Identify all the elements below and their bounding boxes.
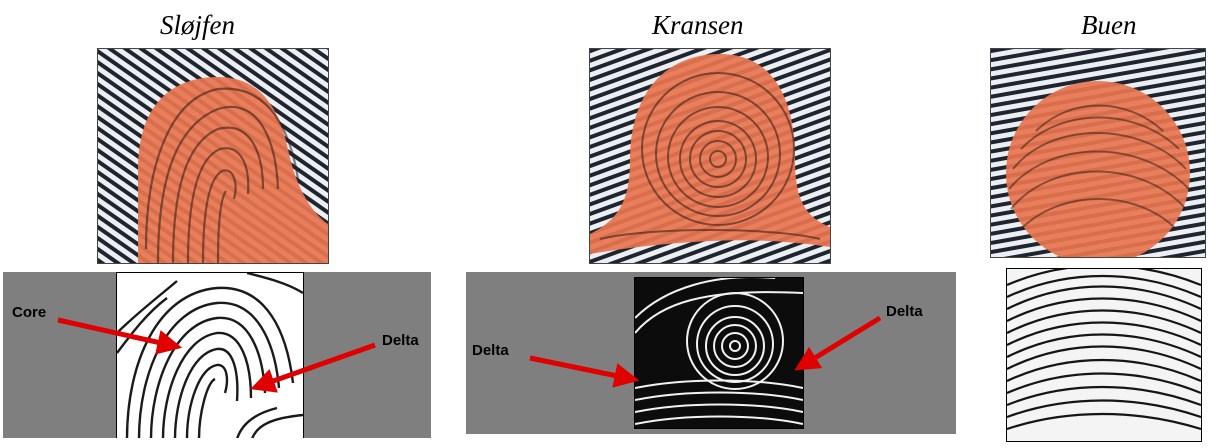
whorl-ridge-print xyxy=(634,277,804,429)
loop-fingerprint-image xyxy=(97,48,329,264)
core-label: Core xyxy=(12,304,47,321)
loop-ridge-panel xyxy=(3,272,431,438)
whorl-delta-left-label: Delta xyxy=(472,342,509,359)
whorl-fingerprint-image xyxy=(589,48,831,264)
whorl-delta-right-label: Delta xyxy=(886,303,923,320)
loop-delta-label: Delta xyxy=(382,332,419,349)
loop-ridge-print xyxy=(116,272,304,438)
title-arch: Buen xyxy=(1081,10,1137,40)
whorl-ridge-panel xyxy=(466,272,956,434)
title-whorl: Kransen xyxy=(652,10,744,40)
arch-fingerprint-image xyxy=(990,48,1206,258)
title-loop: Sløjfen xyxy=(160,10,235,40)
arch-ridge-print xyxy=(1006,268,1202,442)
